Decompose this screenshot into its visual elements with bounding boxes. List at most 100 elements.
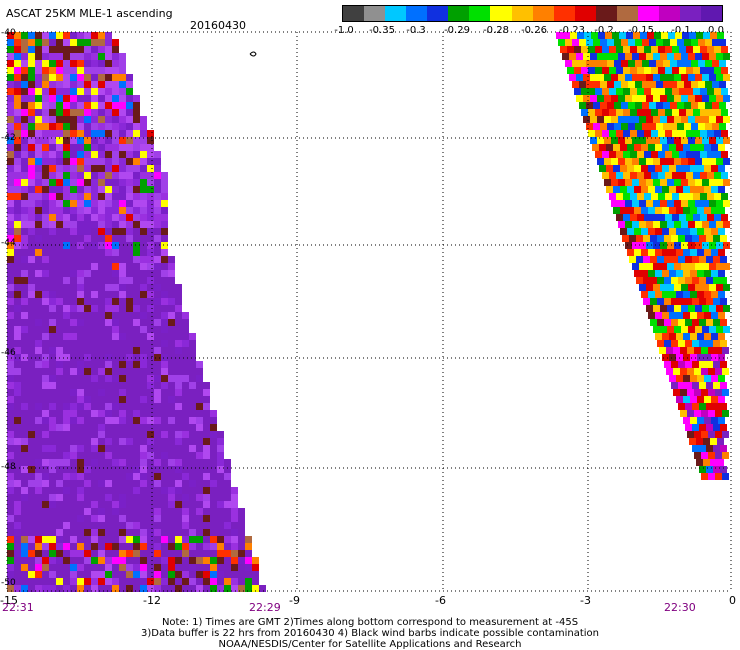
data-cell — [105, 445, 112, 452]
data-cell — [595, 130, 602, 137]
data-cell — [616, 67, 623, 74]
data-cell — [119, 466, 126, 473]
data-cell — [625, 200, 632, 207]
y-tick-label: -46 — [1, 348, 16, 358]
data-cell — [667, 326, 674, 333]
data-cell — [147, 277, 154, 284]
data-cell — [112, 39, 119, 46]
data-cell — [147, 501, 154, 508]
data-cell — [681, 137, 688, 144]
data-cell — [56, 291, 63, 298]
data-cell — [686, 67, 693, 74]
island-outline — [249, 51, 257, 57]
data-cell — [35, 340, 42, 347]
data-cell — [695, 305, 702, 312]
data-cell — [119, 102, 126, 109]
data-cell — [91, 578, 98, 585]
data-cell — [140, 256, 147, 263]
data-cell — [683, 291, 690, 298]
data-cell — [49, 326, 56, 333]
data-cell — [147, 417, 154, 424]
data-cell — [105, 340, 112, 347]
data-cell — [667, 263, 674, 270]
data-cell — [674, 137, 681, 144]
data-cell — [70, 95, 77, 102]
data-cell — [203, 529, 210, 536]
data-cell — [42, 543, 49, 550]
data-cell — [154, 263, 161, 270]
data-cell — [685, 340, 692, 347]
data-cell — [161, 242, 168, 249]
data-cell — [28, 473, 35, 480]
data-cell — [614, 81, 621, 88]
data-cell — [119, 144, 126, 151]
data-cell — [713, 319, 720, 326]
data-cell — [28, 403, 35, 410]
data-cell — [56, 179, 63, 186]
data-cell — [697, 144, 704, 151]
data-cell — [133, 424, 140, 431]
data-cell — [593, 60, 600, 67]
data-cell — [175, 480, 182, 487]
data-cell — [704, 249, 711, 256]
data-cell — [98, 172, 105, 179]
data-cell — [133, 207, 140, 214]
data-cell — [140, 214, 147, 221]
data-cell — [722, 452, 729, 459]
data-cell — [84, 417, 91, 424]
data-cell — [126, 396, 133, 403]
data-cell — [716, 284, 723, 291]
data-cell — [147, 585, 154, 592]
data-cell — [161, 312, 168, 319]
data-cell — [690, 333, 697, 340]
data-cell — [35, 179, 42, 186]
data-cell — [168, 382, 175, 389]
data-cell — [98, 151, 105, 158]
data-cell — [662, 333, 669, 340]
data-cell — [28, 123, 35, 130]
data-cell — [621, 102, 628, 109]
data-cell — [231, 571, 238, 578]
data-cell — [639, 74, 646, 81]
data-cell — [154, 417, 161, 424]
data-cell — [35, 67, 42, 74]
data-cell — [581, 88, 588, 95]
data-cell — [126, 165, 133, 172]
data-cell — [203, 501, 210, 508]
data-cell — [77, 571, 84, 578]
data-cell — [126, 578, 133, 585]
data-cell — [627, 165, 634, 172]
data-cell — [21, 312, 28, 319]
data-cell — [98, 389, 105, 396]
data-cell — [669, 354, 676, 361]
data-cell — [168, 347, 175, 354]
data-cell — [126, 585, 133, 592]
data-cell — [140, 564, 147, 571]
data-cell — [658, 46, 665, 53]
data-cell — [70, 137, 77, 144]
data-cell — [112, 137, 119, 144]
data-cell — [7, 60, 14, 67]
data-cell — [14, 298, 21, 305]
data-cell — [667, 179, 674, 186]
data-cell — [49, 53, 56, 60]
data-cell — [84, 207, 91, 214]
data-cell — [691, 102, 698, 109]
legend-swatch — [595, 6, 617, 21]
data-cell — [112, 270, 119, 277]
data-cell — [175, 375, 182, 382]
data-cell — [664, 319, 671, 326]
data-cell — [105, 172, 112, 179]
data-cell — [21, 200, 28, 207]
data-cell — [77, 88, 84, 95]
data-cell — [175, 438, 182, 445]
data-cell — [119, 522, 126, 529]
data-cell — [690, 396, 697, 403]
data-cell — [49, 347, 56, 354]
data-cell — [70, 165, 77, 172]
data-cell — [678, 319, 685, 326]
data-cell — [63, 270, 70, 277]
data-cell — [63, 326, 70, 333]
data-cell — [112, 578, 119, 585]
data-cell — [126, 319, 133, 326]
